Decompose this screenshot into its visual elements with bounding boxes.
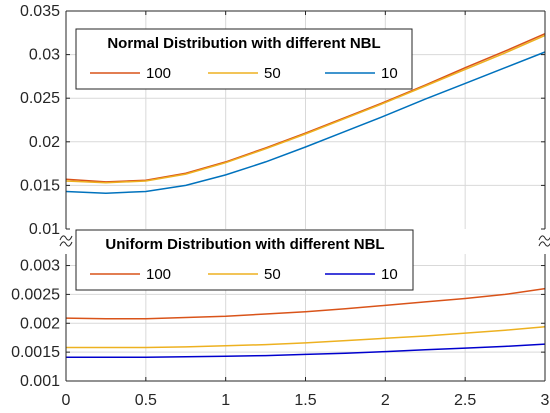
axis-break-mark-left-2 xyxy=(59,241,73,247)
top-series-lines xyxy=(65,33,546,194)
top-y-tick-label: 0.015 xyxy=(20,177,60,194)
x-tick-labels: 0 0.5 1 1.5 2 2.5 3 xyxy=(62,392,550,409)
bottom-legend-label-100: 100 xyxy=(146,266,171,283)
x-tick-label: 0.5 xyxy=(135,392,157,409)
bottom-panel: 0.001 0.0015 0.002 0.0025 0.003 0 0.5 1 1.5 2 2.5… xyxy=(11,229,550,409)
x-tick-label: 3 xyxy=(541,392,550,409)
bottom-series-lines xyxy=(65,287,546,359)
bottom-y-tick-label: 0.0025 xyxy=(11,286,60,303)
axis-break-mark-left xyxy=(59,235,73,241)
top-y-tick-labels: 0.01 0.015 0.02 0.025 0.03 0.035 xyxy=(20,3,60,238)
top-legend-box xyxy=(75,28,413,90)
top-y-tick-label: 0.01 xyxy=(29,221,60,238)
axis-break-mark-right xyxy=(538,235,550,241)
top-legend-label-100: 100 xyxy=(146,65,171,82)
x-tick-label: 1 xyxy=(221,392,230,409)
top-legend-label-10: 10 xyxy=(381,65,398,82)
top-series-line-100 xyxy=(65,33,546,183)
axis-break xyxy=(59,235,550,247)
top-y-tick-label: 0.025 xyxy=(20,90,60,107)
bottom-y-tick-labels: 0.001 0.0015 0.002 0.0025 0.003 xyxy=(11,258,60,390)
top-panel: 0.01 0.015 0.02 0.025 0.03 0.035 Normal Distr… xyxy=(20,3,546,238)
x-tick-label: 2.5 xyxy=(454,392,476,409)
x-tick-label: 0 xyxy=(62,392,71,409)
bottom-y-tick-label: 0.003 xyxy=(20,258,60,275)
bottom-series-line-100 xyxy=(65,287,546,320)
x-tick-label: 2 xyxy=(381,392,390,409)
top-legend-title: Normal Distribution with different NBL xyxy=(107,35,380,52)
top-y-tick-label: 0.02 xyxy=(29,134,60,151)
top-series-line-10 xyxy=(65,51,546,194)
bottom-y-tick-label: 0.002 xyxy=(20,315,60,332)
bottom-legend-label-10: 10 xyxy=(381,266,398,283)
bottom-legend-label-50: 50 xyxy=(264,266,281,283)
top-legend: Normal Distribution with different NBL 1… xyxy=(75,28,413,90)
top-y-tick-label: 0.03 xyxy=(29,47,60,64)
top-axes xyxy=(65,10,546,230)
top-y-tick-label: 0.035 xyxy=(20,3,60,20)
bottom-legend: Uniform Distribution with different NBL … xyxy=(75,229,414,291)
bottom-y-tick-label: 0.0015 xyxy=(11,344,60,361)
x-tick-label: 1.5 xyxy=(294,392,316,409)
bottom-legend-box xyxy=(75,229,414,291)
bottom-series-line-10 xyxy=(66,343,546,359)
bottom-series-line-50 xyxy=(66,325,546,349)
bottom-legend-title: Uniform Distribution with different NBL xyxy=(105,236,384,253)
axis-break-mark-right-2 xyxy=(538,241,550,247)
top-series-line-50 xyxy=(65,34,546,184)
axis-break-gap-right xyxy=(538,236,550,246)
bottom-y-tick-label: 0.001 xyxy=(20,373,60,390)
top-legend-label-50: 50 xyxy=(264,65,281,82)
axis-break-gap-left xyxy=(59,236,73,246)
bottom-axes xyxy=(65,254,546,382)
